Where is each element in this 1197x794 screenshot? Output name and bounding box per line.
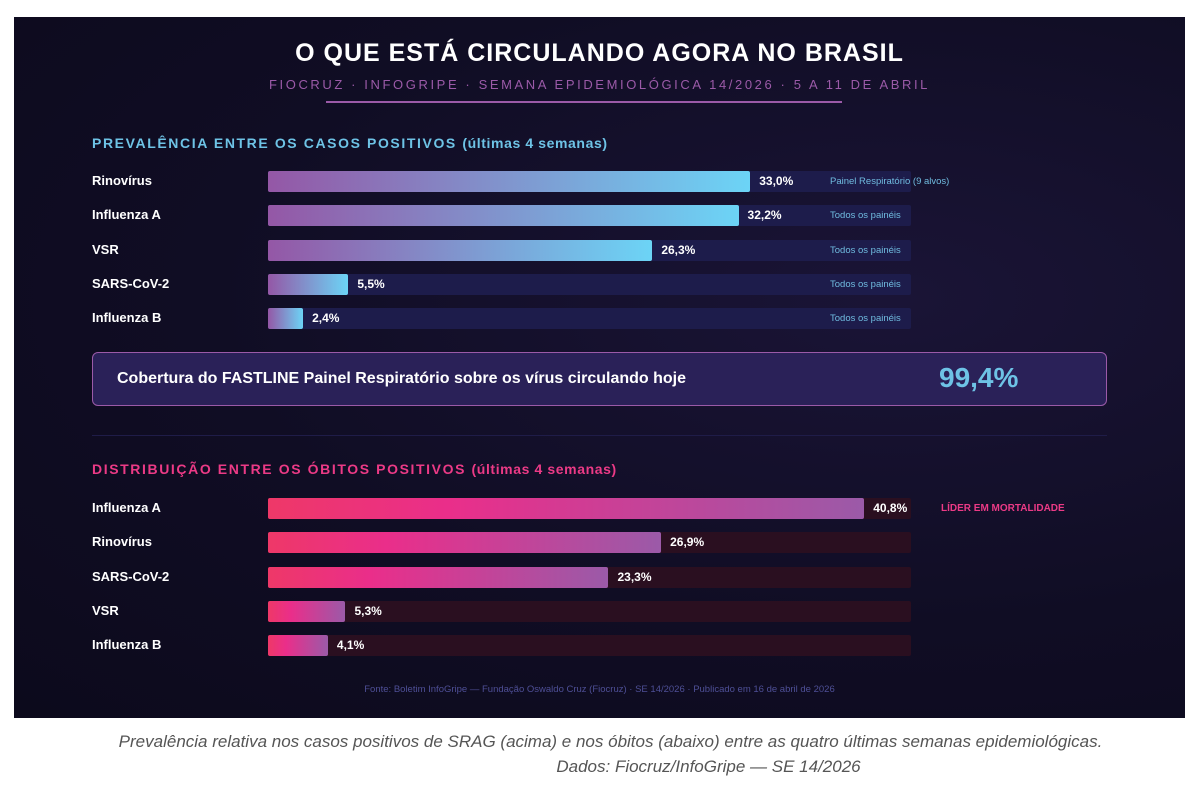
bar-value-label: 5,3% (354, 603, 382, 618)
bar (268, 171, 751, 192)
subtitle-underline (326, 101, 842, 103)
cases-title-suffix: (últimas 4 semanas) (462, 135, 608, 151)
bar-label: Influenza B (92, 637, 162, 653)
bar-track: 32,2% Todos os painéis (268, 205, 911, 227)
bar-track: 40,8% (268, 498, 911, 519)
bar (268, 566, 609, 588)
bar (268, 239, 653, 261)
bar-track: 5,5% Todos os painéis (268, 273, 911, 295)
deaths-title-text: DISTRIBUIÇÃO ENTRE OS ÓBITOS POSITIVOS (92, 461, 467, 477)
bar-label: Rinovírus (92, 534, 152, 550)
infographic-card: O QUE ESTÁ CIRCULANDO AGORA NO BRASIL FI… (14, 17, 1185, 718)
bar-value-label: 33,0% (759, 174, 794, 188)
bar-track: 33,0% Painel Respiratório (9 alvos) (268, 171, 949, 192)
bar (268, 308, 304, 330)
bar (268, 273, 349, 295)
bar-label: SARS-CoV-2 (92, 275, 170, 291)
panel-note: Painel Respiratório (9 alvos) (830, 176, 950, 187)
subtitle: FIOCRUZ · INFOGRIPE · SEMANA EPIDEMIOLÓG… (268, 77, 931, 92)
bar-value-label: 26,9% (670, 535, 705, 550)
bar-track: 5,3% (268, 600, 911, 622)
coverage-value: 99,4% (939, 362, 1019, 393)
bar (268, 498, 865, 519)
bar (268, 205, 739, 227)
source-note: Fonte: Boletim InfoGripe — Fundação Oswa… (364, 684, 835, 695)
bar-value-label: 23,3% (617, 569, 652, 584)
panel-note: Todos os painéis (830, 313, 901, 325)
bar-label: VSR (92, 241, 119, 257)
bar-value-label: 5,5% (357, 276, 385, 291)
coverage-box: Cobertura do FASTLINE Painel Respiratóri… (92, 352, 1107, 406)
panel-note: Todos os painéis (830, 278, 901, 290)
cases-title-text: PREVALÊNCIA ENTRE OS CASOS POSITIVOS (92, 135, 457, 151)
bar-value-label: 4,1% (336, 638, 365, 653)
bar-track: 4,1% (268, 635, 911, 657)
bar-track: 23,3% (268, 566, 911, 588)
caption-line-1: Prevalência relativa nos casos positivos… (118, 732, 1103, 751)
page-title: O QUE ESTÁ CIRCULANDO AGORA NO BRASIL (295, 39, 904, 67)
bar-track: 26,3% Todos os painéis (268, 239, 911, 261)
cases-section-title: PREVALÊNCIA ENTRE OS CASOS POSITIVOS (úl… (92, 135, 608, 151)
caption-line-2: Dados: Fiocruz/InfoGripe — SE 14/2026 (556, 757, 861, 776)
bar-value-label: 32,2% (747, 208, 782, 223)
bar-label: Influenza A (92, 500, 161, 515)
leader-annotation: LÍDER EM MORTALIDADE (941, 503, 1065, 514)
panel-note: Todos os painéis (830, 244, 901, 256)
bar-label: Influenza A (92, 207, 161, 223)
panel-note: Todos os painéis (830, 210, 901, 222)
bar-value-label: 26,3% (661, 242, 696, 257)
bar-label: Rinovírus (92, 173, 152, 188)
bar-track: 2,4% Todos os painéis (268, 308, 911, 330)
bar-value-label: 2,4% (312, 311, 340, 326)
section-divider (92, 435, 1107, 436)
deaths-title-suffix: (últimas 4 semanas) (471, 461, 617, 477)
bar (268, 635, 328, 657)
deaths-section-title: DISTRIBUIÇÃO ENTRE OS ÓBITOS POSITIVOS (… (92, 461, 617, 477)
coverage-label: Cobertura do FASTLINE Painel Respiratóri… (117, 370, 686, 387)
bar-label: Influenza B (92, 310, 162, 326)
bar-label: VSR (92, 602, 119, 618)
bar-value-label: 40,8% (873, 501, 908, 515)
bar-track: 26,9% (268, 532, 911, 554)
bar (268, 532, 662, 554)
bar-label: SARS-CoV-2 (92, 568, 170, 584)
bar (268, 600, 346, 622)
